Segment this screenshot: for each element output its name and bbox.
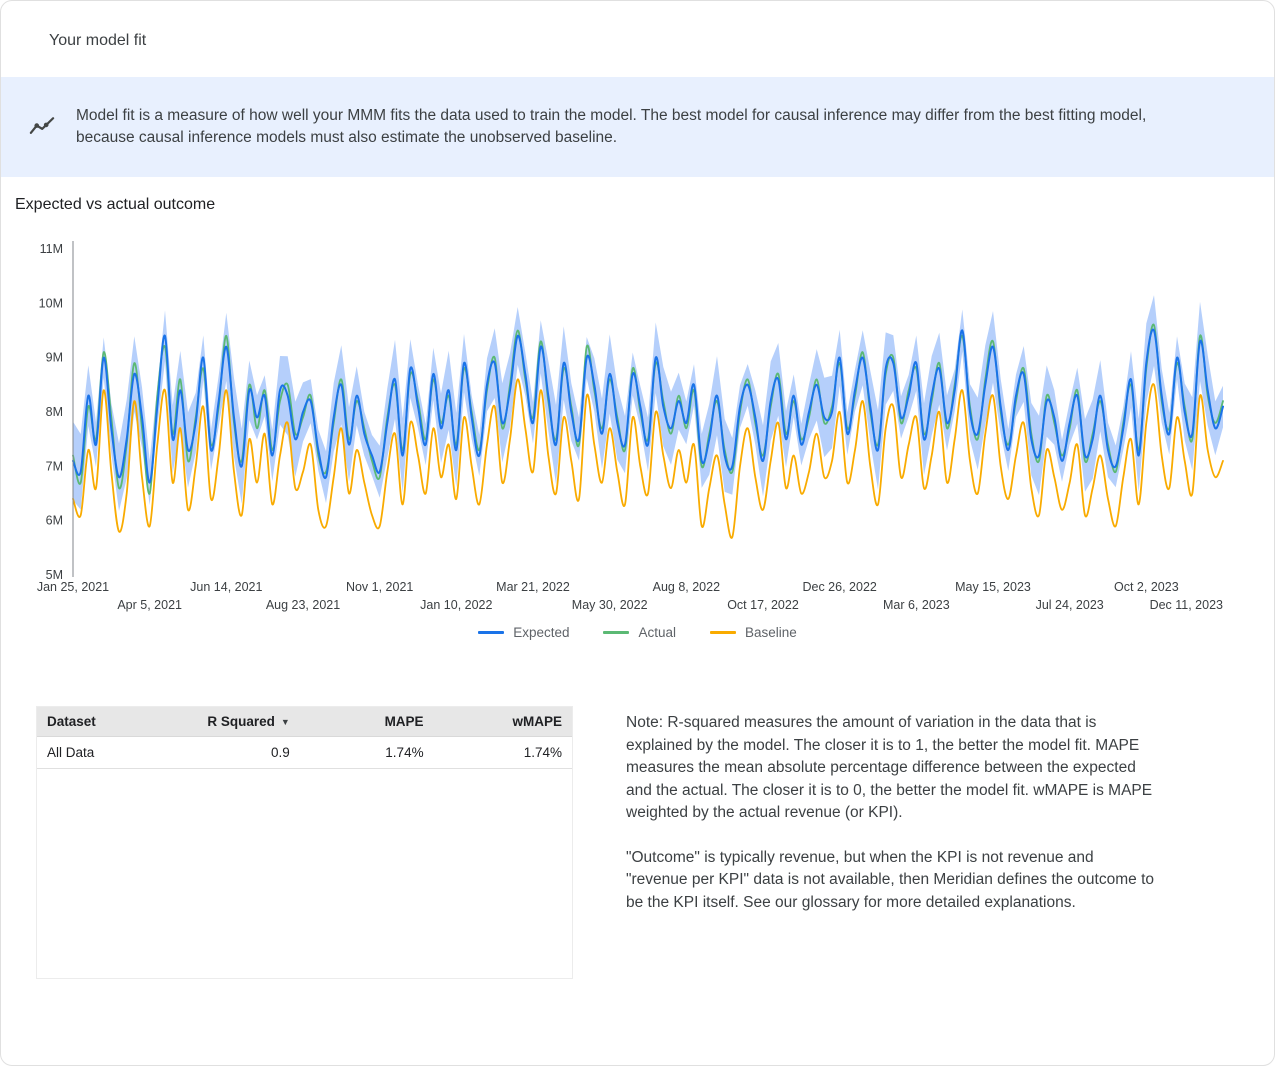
cell-mape: 1.74% [299,736,434,769]
svg-text:9M: 9M [46,351,63,365]
banner-text: Model fit is a measure of how well your … [76,107,1147,146]
column-label: MAPE [384,714,424,729]
legend-item-expected[interactable]: Expected [478,625,569,640]
chart-section-title: Expected vs actual outcome [15,196,216,213]
svg-text:May 15, 2023: May 15, 2023 [955,580,1031,594]
svg-text:Dec 26, 2022: Dec 26, 2022 [802,580,876,594]
cell-dataset: All Data [37,736,190,769]
note-text: Note: R-squared measures the amount of v… [626,712,1156,936]
column-header-r-squared[interactable]: R Squared ▼ [189,707,300,737]
svg-text:11M: 11M [40,242,63,256]
sort-descending-icon[interactable]: ▼ [280,717,290,728]
legend-swatch [478,631,505,634]
svg-text:Nov 1, 2021: Nov 1, 2021 [346,580,413,594]
svg-text:Dec 11, 2023: Dec 11, 2023 [1150,598,1223,612]
chart-legend: Expected Actual Baseline [1,625,1274,640]
svg-text:Jul 24, 2023: Jul 24, 2023 [1036,598,1104,612]
legend-label: Baseline [745,625,797,640]
svg-text:Mar 21, 2022: Mar 21, 2022 [496,580,570,594]
column-header-wmape[interactable]: wMAPE [433,707,572,737]
svg-text:10M: 10M [39,296,63,310]
svg-text:Oct 17, 2022: Oct 17, 2022 [727,598,799,612]
svg-text:Jan 10, 2022: Jan 10, 2022 [420,598,492,612]
column-label: Dataset [47,714,96,729]
legend-item-actual[interactable]: Actual [603,625,676,640]
info-banner: Model fit is a measure of how well your … [1,77,1274,177]
model-fit-table: Dataset R Squared ▼ MAPE wMAPE All Data 0… [36,706,573,979]
column-label: wMAPE [512,714,562,729]
legend-item-baseline[interactable]: Baseline [710,625,797,640]
svg-text:6M: 6M [46,514,63,528]
insights-icon [28,113,56,141]
svg-text:Mar 6, 2023: Mar 6, 2023 [883,598,950,612]
svg-text:5M: 5M [46,568,63,582]
column-header-dataset[interactable]: Dataset [37,707,190,737]
note-paragraph-1: Note: R-squared measures the amount of v… [626,714,1153,821]
cell-r-squared: 0.9 [189,736,300,769]
note-paragraph-2: "Outcome" is typically revenue, but when… [626,848,1154,911]
column-header-mape[interactable]: MAPE [299,707,434,737]
legend-label: Expected [513,625,570,640]
svg-text:May 30, 2022: May 30, 2022 [572,598,648,612]
legend-swatch [710,631,737,634]
legend-swatch [603,631,630,634]
svg-text:Aug 8, 2022: Aug 8, 2022 [653,580,720,594]
svg-text:Jan 25, 2021: Jan 25, 2021 [37,580,109,594]
column-label: R Squared [207,714,275,729]
svg-text:Oct 2, 2023: Oct 2, 2023 [1114,580,1179,594]
svg-text:Aug 23, 2021: Aug 23, 2021 [266,598,340,612]
table-header-row: Dataset R Squared ▼ MAPE wMAPE [37,707,572,737]
svg-text:Jun 14, 2021: Jun 14, 2021 [190,580,262,594]
svg-text:Apr 5, 2021: Apr 5, 2021 [117,598,182,612]
table-row[interactable]: All Data 0.9 1.74% 1.74% [37,736,572,769]
page-title: Your model fit [49,32,147,49]
model-fit-chart: 5M 6M 7M 8M 9M 10M 11M Jan 25, 2021 Apr 5, 2021 J… [37,241,1224,612]
svg-text:8M: 8M [46,405,63,419]
cell-wmape: 1.74% [433,736,572,769]
legend-label: Actual [638,625,677,640]
svg-text:7M: 7M [46,459,63,473]
